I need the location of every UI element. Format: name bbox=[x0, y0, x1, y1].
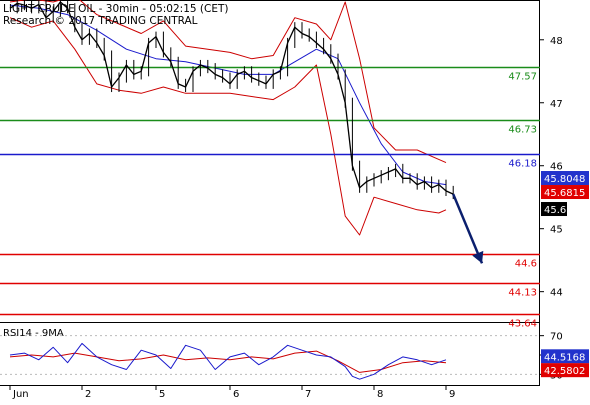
rsi-tick-label: 70 bbox=[550, 332, 563, 343]
axis-badge-label: 44.5168 bbox=[544, 352, 585, 363]
chart-copyright: Research © 2017 TRADING CENTRAL bbox=[3, 15, 198, 27]
axis-badge-label: 42.5802 bbox=[544, 366, 585, 377]
price-series bbox=[9, 0, 454, 200]
price-y-axis: 44 45 46 47 48 bbox=[540, 36, 563, 299]
x-tick-label: 2 bbox=[85, 389, 91, 400]
y-tick-label: 47 bbox=[550, 99, 563, 110]
chart-title: LIGHT CRUDE OIL - 30min - 05:02:15 (CET) bbox=[3, 3, 228, 15]
level-label: 43.64 bbox=[508, 319, 537, 330]
axis-badge-label: 45.8048 bbox=[544, 174, 585, 185]
level-label: 44.13 bbox=[508, 288, 537, 299]
x-tick-label: Jun bbox=[12, 389, 29, 400]
x-tick-label: 7 bbox=[305, 389, 311, 400]
rsi-ma-line bbox=[9, 350, 447, 373]
main-plot-frame bbox=[0, 0, 540, 386]
y-tick-label: 48 bbox=[550, 36, 563, 47]
axis-badge bbox=[541, 185, 589, 200]
arrow-head bbox=[472, 250, 484, 264]
axis-badge bbox=[541, 363, 589, 378]
axis-badge-label: 45.6815 bbox=[544, 188, 585, 199]
rsi-line bbox=[9, 342, 447, 380]
bollinger-lower-line bbox=[9, 17, 447, 236]
level-label: 46.18 bbox=[508, 159, 537, 170]
arrow-shaft bbox=[452, 193, 484, 264]
y-tick-label: 45 bbox=[550, 225, 563, 236]
bollinger-upper-line bbox=[9, 0, 447, 164]
y-tick-label: 44 bbox=[550, 288, 563, 299]
price-line bbox=[9, 1, 454, 195]
x-tick-label: 5 bbox=[159, 389, 165, 400]
axis-badge bbox=[541, 171, 589, 186]
axis-badge bbox=[541, 202, 567, 217]
price-levels: 47.57 46.73 46.18 44.6 44.13 43.64 bbox=[0, 66, 540, 330]
x-tick-label: 8 bbox=[377, 389, 383, 400]
projection-arrow bbox=[452, 193, 484, 264]
x-tick-label: 9 bbox=[449, 389, 455, 400]
bollinger-bands bbox=[9, 0, 447, 236]
level-label: 44.6 bbox=[515, 259, 537, 270]
level-label: 47.57 bbox=[508, 72, 537, 83]
x-axis: Jun 2 5 6 7 8 9 bbox=[9, 385, 455, 400]
price-axis-badges: 45.8048 45.6815 45.6 bbox=[541, 171, 589, 217]
y-tick-label: 46 bbox=[550, 162, 563, 173]
level-label: 46.73 bbox=[508, 125, 537, 136]
rsi-label: RSI14 - 9MA bbox=[3, 328, 64, 339]
axis-badge bbox=[541, 349, 589, 364]
axis-badge-label: 45.6 bbox=[544, 205, 566, 216]
x-tick-label: 6 bbox=[233, 389, 239, 400]
